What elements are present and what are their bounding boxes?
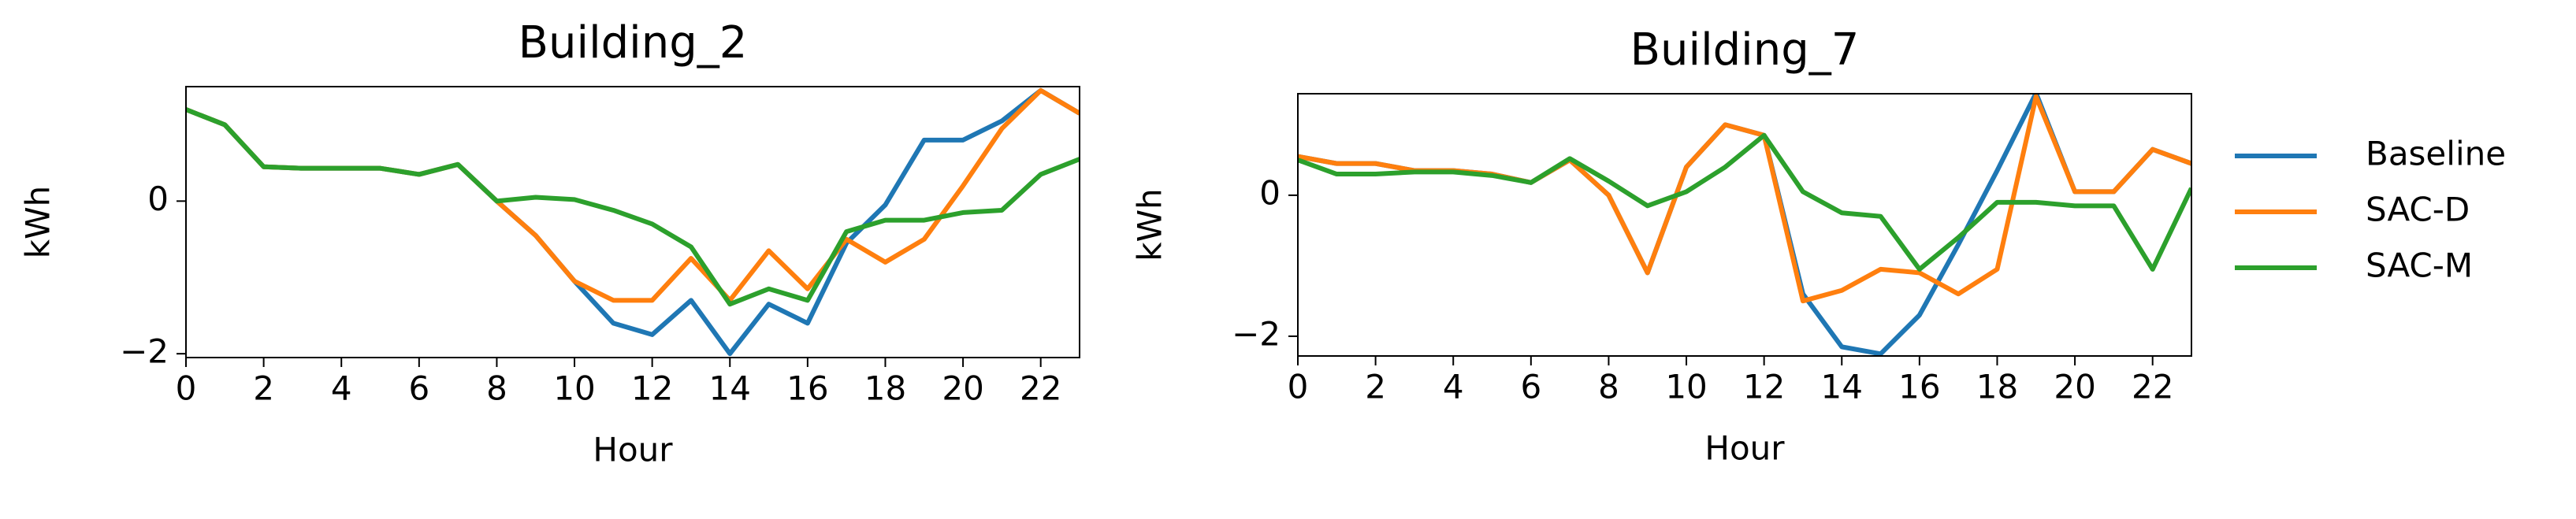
legend-label: Baseline (2366, 135, 2506, 173)
x-tick-label: 0 (1288, 368, 1309, 406)
data-line (1298, 132, 2191, 272)
data-line (186, 107, 1080, 307)
x-tick-label: 6 (408, 369, 429, 408)
x-axis-label: Hour (1704, 429, 1785, 468)
x-tick-label: 8 (486, 369, 507, 408)
x-tick-label: 18 (1976, 368, 2018, 406)
x-tick-label: 12 (1743, 368, 1785, 406)
x-tick-label: 22 (2132, 368, 2173, 406)
x-tick-label: 22 (1020, 369, 1061, 408)
x-tick-label: 8 (1598, 368, 1619, 406)
x-tick-label: 2 (253, 369, 274, 408)
x-tick-label: 20 (942, 369, 983, 408)
x-tick-label: 0 (176, 369, 197, 408)
x-tick-label: 10 (553, 369, 595, 408)
data-line (186, 87, 1080, 303)
x-tick-label: 20 (2054, 368, 2095, 406)
x-tick-label: 12 (631, 369, 673, 408)
x-tick-label: 4 (1443, 368, 1464, 406)
data-line (186, 87, 1080, 357)
y-tick-label: 0 (147, 180, 169, 218)
y-axis-label: kWh (19, 186, 58, 258)
x-axis-label: Hour (593, 431, 673, 469)
y-tick-label: −2 (120, 332, 169, 371)
y-tick-label: −2 (1232, 314, 1281, 353)
chart-title: Building_7 (1630, 24, 1860, 76)
x-tick-label: 10 (1665, 368, 1707, 406)
y-tick-label: 0 (1259, 173, 1281, 212)
x-tick-label: 14 (1821, 368, 1863, 406)
chart-title: Building_2 (519, 17, 748, 69)
legend-label: SAC-M (2366, 247, 2473, 285)
x-tick-label: 18 (864, 369, 906, 408)
x-tick-label: 16 (786, 369, 828, 408)
data-line (1298, 94, 2191, 304)
x-tick-label: 14 (709, 369, 751, 408)
x-tick-label: 6 (1520, 368, 1541, 406)
y-axis-label: kWh (1131, 188, 1169, 261)
x-tick-label: 2 (1365, 368, 1386, 406)
plot-frame (1297, 93, 2192, 357)
plot-frame (185, 86, 1080, 358)
x-tick-label: 16 (1898, 368, 1940, 406)
x-tick-label: 4 (331, 369, 352, 408)
legend-label: SAC-D (2366, 191, 2470, 229)
